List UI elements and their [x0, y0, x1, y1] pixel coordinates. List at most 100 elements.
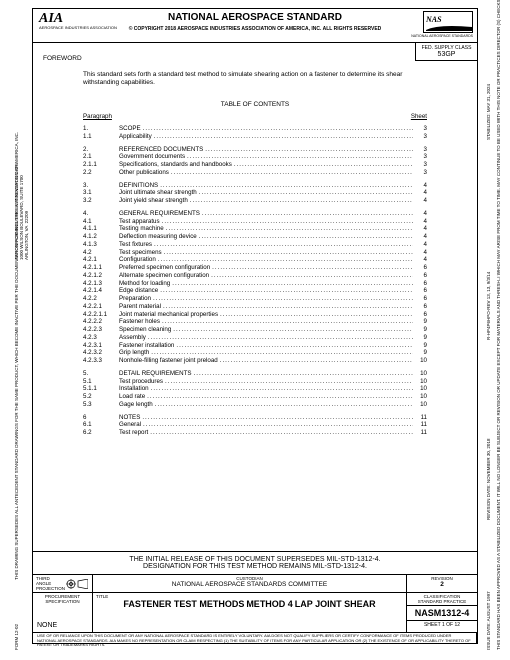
nas-logo: NAS	[423, 11, 473, 33]
fed-value: 53GP	[438, 51, 456, 58]
toc-page: 10	[413, 370, 427, 378]
toc-para-title: General	[119, 421, 413, 429]
toc-page: 6	[413, 287, 427, 295]
toc-para-title: Alternate specimen configuration	[119, 272, 413, 280]
header: AIA AEROSPACE INDUSTRIES ASSOCIATION NAT…	[33, 9, 477, 43]
toc-para-title: Parent material	[119, 303, 413, 311]
toc-para-num: 5.1	[83, 378, 119, 386]
toc-para-num: 4.2	[83, 249, 119, 257]
angle-projection-cell: THIRD ANGLE PROJECTION	[33, 575, 93, 593]
toc-page: 4	[413, 197, 427, 205]
toc-para-title: Nonhole-filling fastener joint preload	[119, 357, 413, 365]
doc-title-2: METHOD 4	[246, 599, 293, 609]
toc-page: 4	[413, 182, 427, 190]
toc-page: 6	[413, 295, 427, 303]
procurement-cell: PROCUREMENT SPECIFICATION NONE	[33, 593, 93, 633]
toc-page: 6	[413, 280, 427, 288]
toc-row: 2.1Government documents3	[83, 153, 427, 161]
table-of-contents: Paragraph Sheet 1.SCOPE31.1Applicability…	[83, 113, 427, 437]
toc-page: 4	[413, 249, 427, 257]
toc-para-num: 4.2.1.4	[83, 287, 119, 295]
page-frame: AIA AEROSPACE INDUSTRIES ASSOCIATION NAT…	[32, 8, 478, 644]
toc-page: 10	[413, 357, 427, 365]
toc-para-title: Edge distance	[119, 287, 413, 295]
release-line-2: DESIGNATION FOR THIS TEST METHOD REMAINS…	[33, 563, 477, 570]
revision-no: 2	[410, 581, 474, 588]
toc-header-row: Paragraph Sheet	[83, 113, 427, 120]
toc-row: 4.1Test apparatus4	[83, 218, 427, 226]
toc-para-title: GENERAL REQUIREMENTS	[119, 210, 413, 218]
issue-date: ISSUE DATE: AUGUST 1997	[486, 591, 491, 650]
toc-row: 4.2.3.1Fastener installation9	[83, 342, 427, 350]
toc-para-title: Other publications	[119, 169, 413, 177]
toc-page: 3	[413, 146, 427, 154]
toc-row: 6.1General11	[83, 421, 427, 429]
toc-page: 4	[413, 210, 427, 218]
release-line-1: THE INITIAL RELEASE OF THIS DOCUMENT SUP…	[33, 556, 477, 563]
toc-page: 3	[413, 161, 427, 169]
toc-para-num: 6.1	[83, 421, 119, 429]
toc-para-title: DETAIL REQUIREMENTS	[119, 370, 413, 378]
copyright: © COPYRIGHT 2018 AEROSPACE INDUSTRIES AS…	[33, 26, 477, 32]
toc-para-num: 4.2.2	[83, 295, 119, 303]
toc-para-num: 2.2	[83, 169, 119, 177]
toc-para-num: 4.2.2.1.1	[83, 311, 119, 319]
toc-para-title: Test apparatus	[119, 218, 413, 226]
toc-page: 3	[413, 169, 427, 177]
toc-row: 4.2.2.1Parent material6	[83, 303, 427, 311]
toc-page: 6	[413, 303, 427, 311]
toc-para-title: Test procedures	[119, 378, 413, 386]
toc-row: 4.2.1.3Method for loading6	[83, 280, 427, 288]
toc-page: 6	[413, 272, 427, 280]
toc-para-num: 4.2.3.2	[83, 349, 119, 357]
toc-row: 4.2.1.2Alternate specimen configuration6	[83, 272, 427, 280]
foreword-heading: FOREWORD	[43, 55, 82, 62]
toc-page: 10	[413, 378, 427, 386]
toc-row: 4.2.1Configuration4	[83, 256, 427, 264]
toc-row: 1.SCOPE3	[83, 125, 427, 133]
toc-para-num: 5.1.1	[83, 385, 119, 393]
toc-page: 4	[413, 241, 427, 249]
toc-para-title: Testing machine	[119, 225, 413, 233]
toc-page: 3	[413, 153, 427, 161]
toc-row: 3.DEFINITIONS4	[83, 182, 427, 190]
toc-para-num: 4.2.2.1	[83, 303, 119, 311]
toc-para-num: 4.1.3	[83, 241, 119, 249]
toc-row: 5.1Test procedures10	[83, 378, 427, 386]
toc-heading: TABLE OF CONTENTS	[33, 101, 477, 108]
toc-para-num: 4.2.1.3	[83, 280, 119, 288]
toc-para-num: 5.3	[83, 401, 119, 409]
toc-page: 9	[413, 342, 427, 350]
toc-para-num: 4.2.3.3	[83, 357, 119, 365]
toc-row: 3.1Joint ultimate shear strength4	[83, 189, 427, 197]
toc-para-num: 2.	[83, 146, 119, 154]
toc-para-num: 3.	[83, 182, 119, 190]
toc-row: 6.2Test report11	[83, 429, 427, 437]
toc-para-title: Configuration	[119, 256, 413, 264]
toc-row: 4.2.1.1Preferred specimen configuration6	[83, 264, 427, 272]
toc-para-num: 5.2	[83, 393, 119, 401]
toc-para-title: Assembly	[119, 334, 413, 342]
toc-page: 4	[413, 225, 427, 233]
toc-para-title: Government documents	[119, 153, 413, 161]
address: AEROSPACE INDUSTRIES ASSOCIATION OF AMER…	[14, 132, 29, 260]
toc-para-title: NOTES	[119, 414, 413, 422]
toc-para-num: 4.1.2	[83, 233, 119, 241]
third-angle-icon	[66, 579, 88, 589]
toc-para-num: 4.2.1.2	[83, 272, 119, 280]
toc-para-num: 4.2.1.1	[83, 264, 119, 272]
toc-para-title: Grip length	[119, 349, 413, 357]
toc-para-title: Gage length	[119, 401, 413, 409]
custodian-cell: CUSTODIAN NATIONAL AEROSPACE STANDARDS C…	[93, 575, 407, 593]
toc-hdr-sheet: Sheet	[411, 113, 427, 120]
toc-hdr-para: Paragraph	[83, 113, 119, 120]
toc-para-title: Method for loading	[119, 280, 413, 288]
toc-row: 4.2.2.3Specimen cleaning9	[83, 326, 427, 334]
footer-block: THIRD ANGLE PROJECTION CUSTODIAN NATIONA…	[33, 575, 477, 643]
toc-row: 3.2Joint yield shear strength4	[83, 197, 427, 205]
toc-row: 5.DETAIL REQUIREMENTS10	[83, 370, 427, 378]
toc-row: 4.1.1Testing machine4	[83, 225, 427, 233]
nas-swoosh-icon	[426, 24, 472, 31]
toc-para-num: 4.1	[83, 218, 119, 226]
toc-row: 4.2Test specimens4	[83, 249, 427, 257]
